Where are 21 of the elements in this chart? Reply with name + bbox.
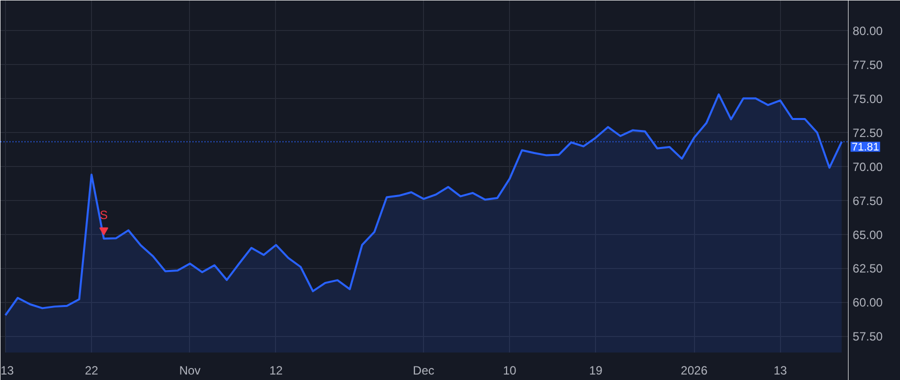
x-tick-label: 19 xyxy=(589,364,603,378)
ref-line-label: 71.81 xyxy=(852,142,880,154)
x-tick-label: 13 xyxy=(0,364,14,378)
x-tick-label: Nov xyxy=(179,364,201,378)
x-tick-label: 12 xyxy=(269,364,283,378)
annotation: S xyxy=(100,208,108,222)
y-tick-label: 80.00 xyxy=(852,24,884,38)
y-tick-label: 60.00 xyxy=(852,296,884,310)
y-tick-label: 65.00 xyxy=(852,228,884,242)
y-tick-label: 62.50 xyxy=(852,262,884,276)
x-tick-label: 22 xyxy=(84,364,99,378)
x-tick-label: 10 xyxy=(502,364,517,378)
y-tick-label: 72.50 xyxy=(852,126,884,140)
y-tick-label: 77.50 xyxy=(852,58,884,72)
y-tick-label: 57.50 xyxy=(852,330,884,344)
y-tick-label: 67.50 xyxy=(852,194,884,208)
y-tick-label: 75.00 xyxy=(852,92,884,106)
x-tick-label: 2026 xyxy=(680,364,708,378)
x-tick-label: 13 xyxy=(774,364,788,378)
x-tick-label: Dec xyxy=(412,364,434,378)
y-tick-label: 70.00 xyxy=(852,160,884,174)
